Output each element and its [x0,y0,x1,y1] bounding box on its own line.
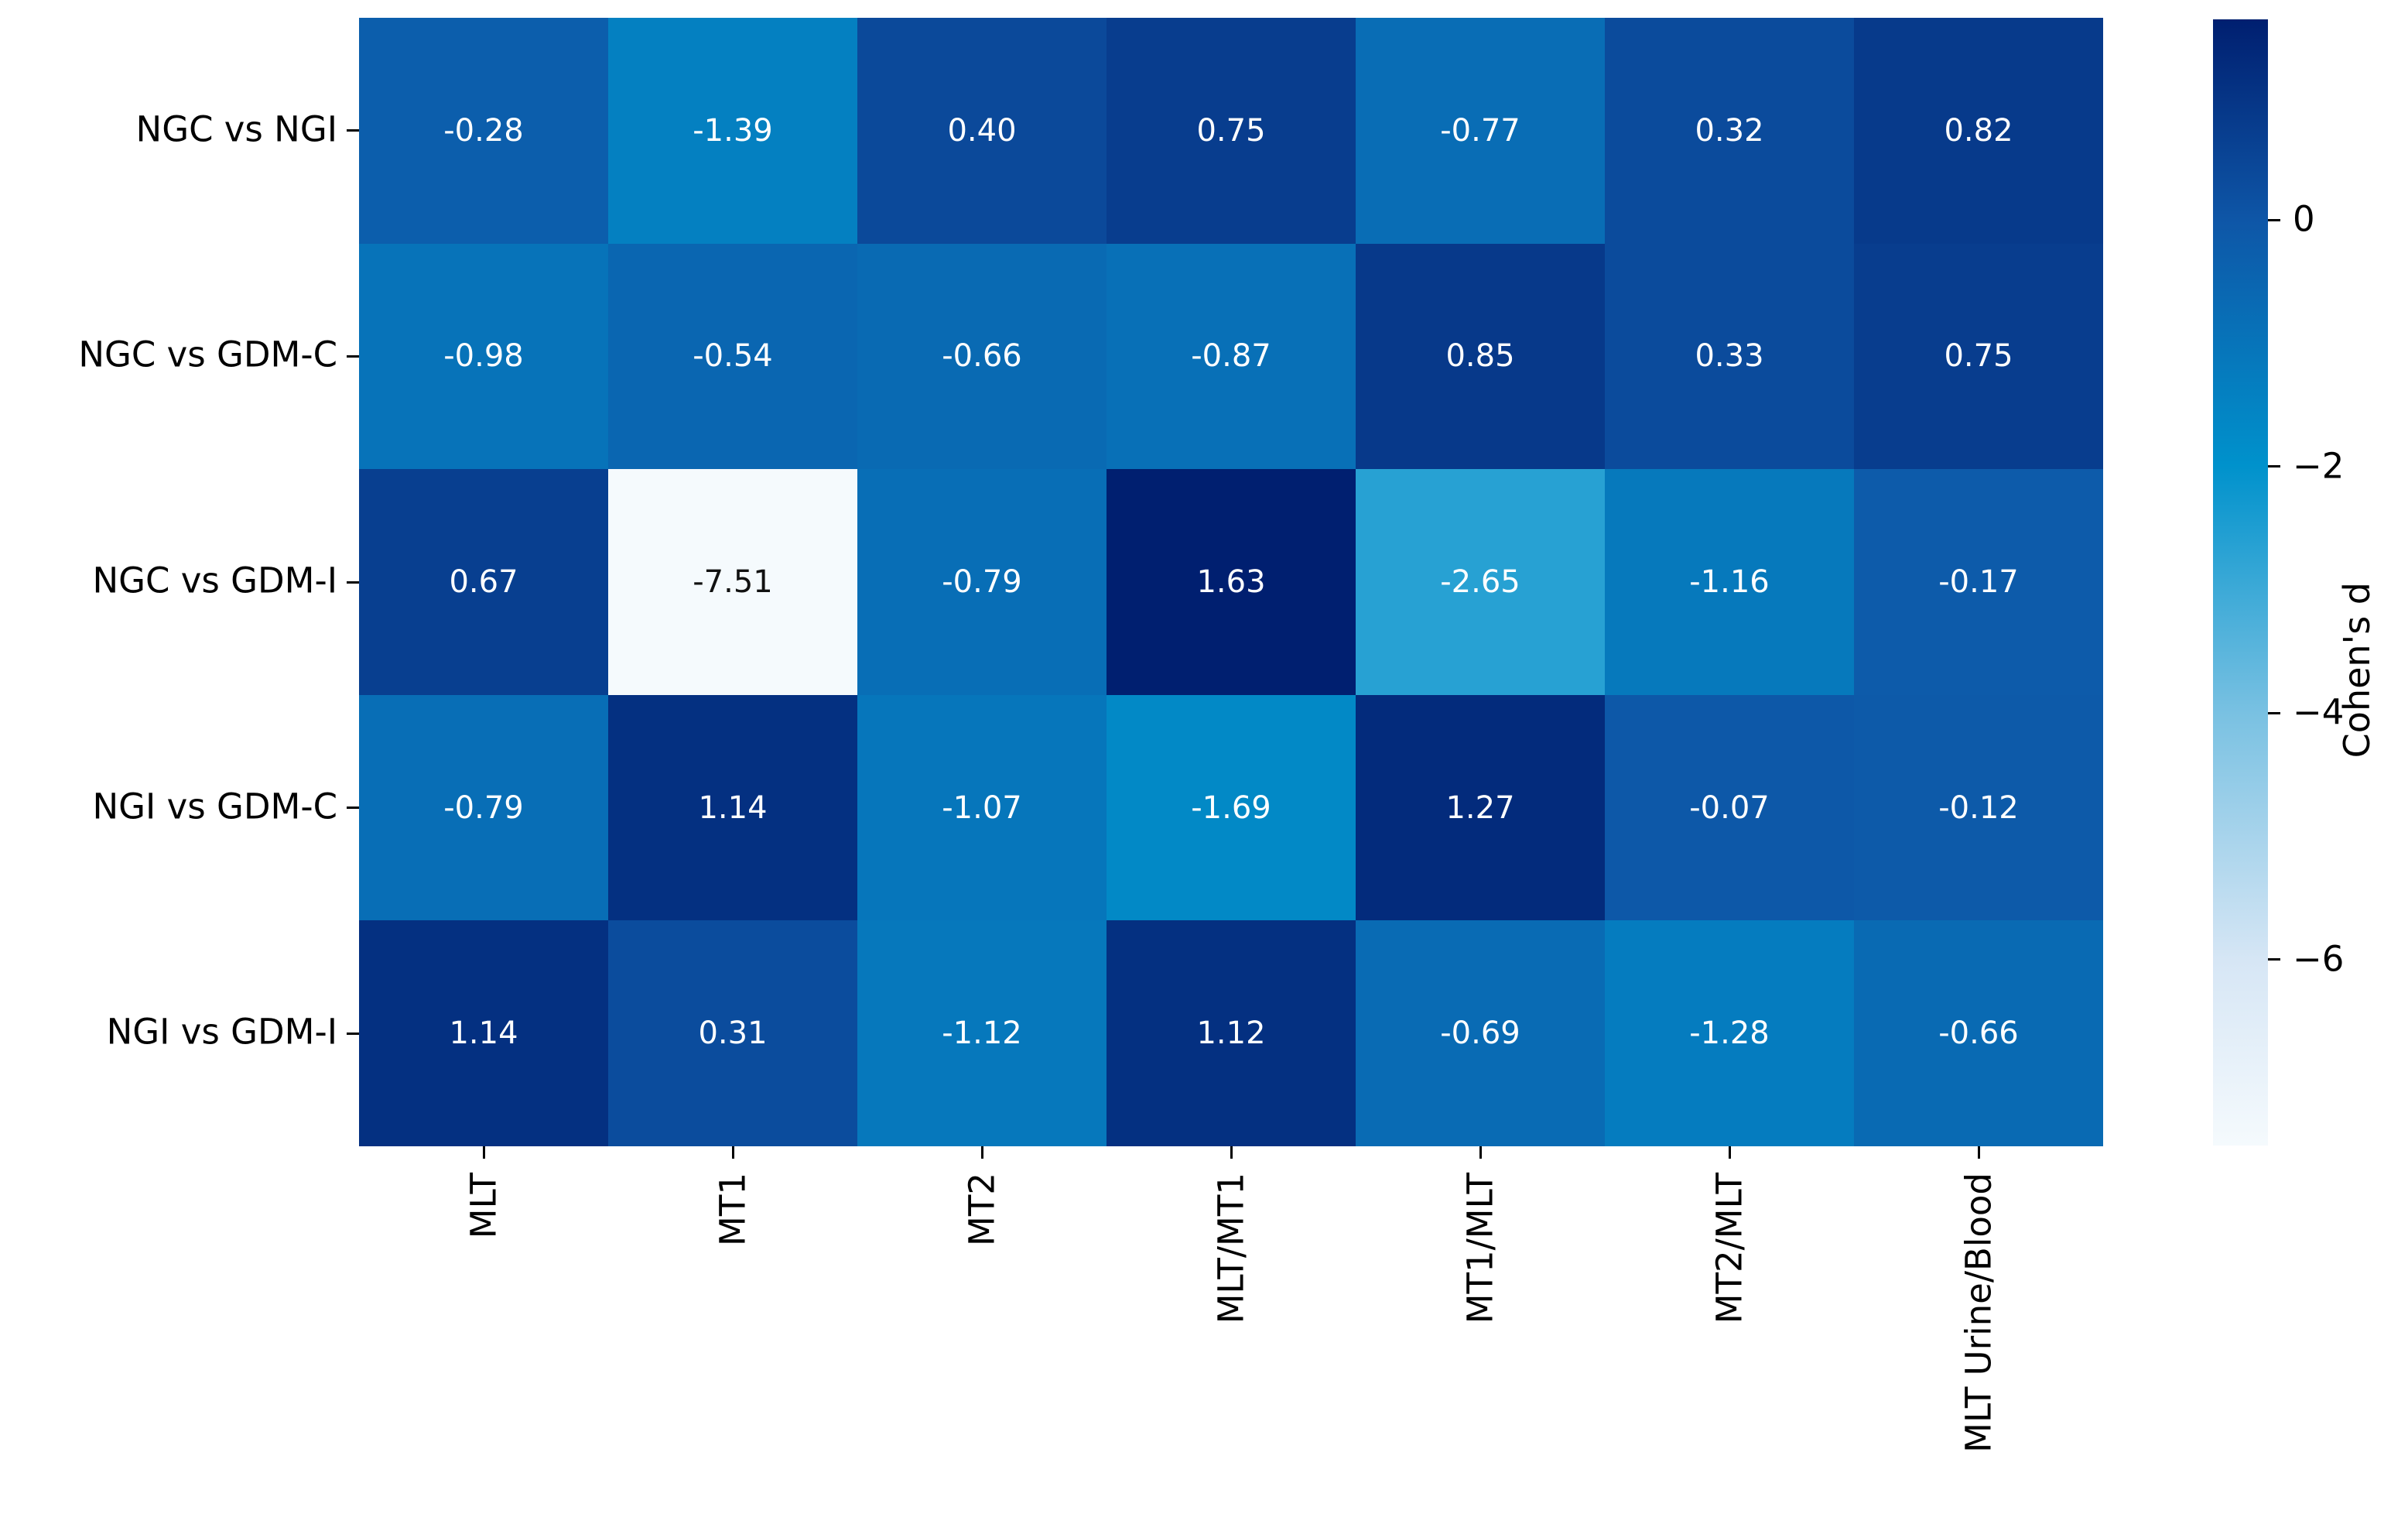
colorbar-axis-label: Cohen's d [2336,582,2399,761]
heatmap-cell: 0.75 [1107,18,1356,244]
x-axis-tick [1728,1146,1731,1159]
heatmap-cell: 1.27 [1356,694,1605,921]
colorbar-tick-label: −6 [2293,938,2345,980]
y-axis-tick [347,1032,359,1035]
row-label: NGI vs GDM-C [92,785,338,827]
x-axis-tick [1230,1146,1233,1159]
row-label: NGC vs GDM-I [92,560,338,601]
heatmap-cell: -0.69 [1356,920,1605,1146]
heatmap-cell: 0.75 [1854,243,2103,470]
colorbar-tick [2268,711,2280,714]
x-axis-tick [980,1146,983,1159]
column-label-text: MT2/MLT [1709,1173,1750,1324]
heatmap-cell: 1.14 [608,694,857,921]
heatmap-cell: -1.07 [857,694,1107,921]
heatmap-cell: 0.40 [857,18,1107,244]
heatmap: -0.28 -1.39 0.40 0.75 -0.77 0.32 0.82 -0.98 -0.5… [359,18,2103,1146]
column-label-text: MLT/MT1 [1210,1173,1252,1324]
colorbar-tick-label: −4 [2293,691,2345,733]
heatmap-cell: -0.07 [1605,694,1854,921]
colorbar-label-text: Cohen's d [2336,582,2378,759]
colorbar-tick [2268,218,2280,221]
column-label: MLT [463,1173,505,1241]
heatmap-cell: 1.14 [359,920,608,1146]
column-label: MT2 [962,1173,1003,1249]
colorbar-tick-label: 0 [2293,198,2315,240]
colorbar-tick [2268,958,2280,961]
heatmap-cell: -0.12 [1854,694,2103,921]
colorbar [2213,19,2268,1146]
column-label: MLT Urine/Blood [1958,1173,1999,1456]
heatmap-cell: -0.66 [857,243,1107,470]
y-axis-tick [347,129,359,132]
heatmap-cell: 1.12 [1107,920,1356,1146]
heatmap-cell: 1.63 [1107,469,1356,695]
heatmap-cell: 0.33 [1605,243,1854,470]
column-label-text: MLT [463,1173,505,1239]
heatmap-cell: -0.98 [359,243,608,470]
heatmap-cell: -1.16 [1605,469,1854,695]
y-axis-tick [347,354,359,358]
row-label: NGI vs GDM-I [106,1011,337,1053]
column-label: MT1 [713,1173,754,1249]
heatmap-cell: -0.79 [359,694,608,921]
column-label: MLT/MT1 [1211,1173,1252,1327]
colorbar-tick [2268,465,2280,468]
heatmap-cell: -7.51 [608,469,857,695]
column-label: MT1/MLT [1460,1173,1501,1327]
heatmap-cell: -0.54 [608,243,857,470]
x-axis-tick [482,1146,485,1159]
column-label-text: MLT Urine/Blood [1958,1173,1999,1453]
y-axis-tick [347,807,359,810]
heatmap-cell: -0.79 [857,469,1107,695]
x-axis-tick [731,1146,734,1159]
heatmap-cell: 0.32 [1605,18,1854,244]
column-label-text: MT2 [961,1173,1003,1246]
column-label-text: MT1 [712,1173,754,1246]
heatmap-cell: 0.31 [608,920,857,1146]
column-label-text: MT1/MLT [1459,1173,1501,1324]
x-axis-tick [1977,1146,1980,1159]
heatmap-cell: -0.77 [1356,18,1605,244]
heatmap-cell: -0.87 [1107,243,1356,470]
heatmap-cell: -1.69 [1107,694,1356,921]
heatmap-cell: -1.12 [857,920,1107,1146]
heatmap-cell: 0.85 [1356,243,1605,470]
colorbar-tick-label: −2 [2293,445,2345,487]
heatmap-cell: -1.28 [1605,920,1854,1146]
heatmap-cell: 0.67 [359,469,608,695]
row-label: NGC vs GDM-C [78,334,337,375]
heatmap-cell: -0.28 [359,18,608,244]
row-label: NGC vs NGI [135,108,337,150]
heatmap-cell: 0.82 [1854,18,2103,244]
heatmap-cell: -0.66 [1854,920,2103,1146]
heatmap-cell: -1.39 [608,18,857,244]
heatmap-cell: -0.17 [1854,469,2103,695]
column-label: MT2/MLT [1709,1173,1750,1327]
heatmap-cell: -2.65 [1356,469,1605,695]
y-axis-tick [347,580,359,584]
x-axis-tick [1479,1146,1482,1159]
